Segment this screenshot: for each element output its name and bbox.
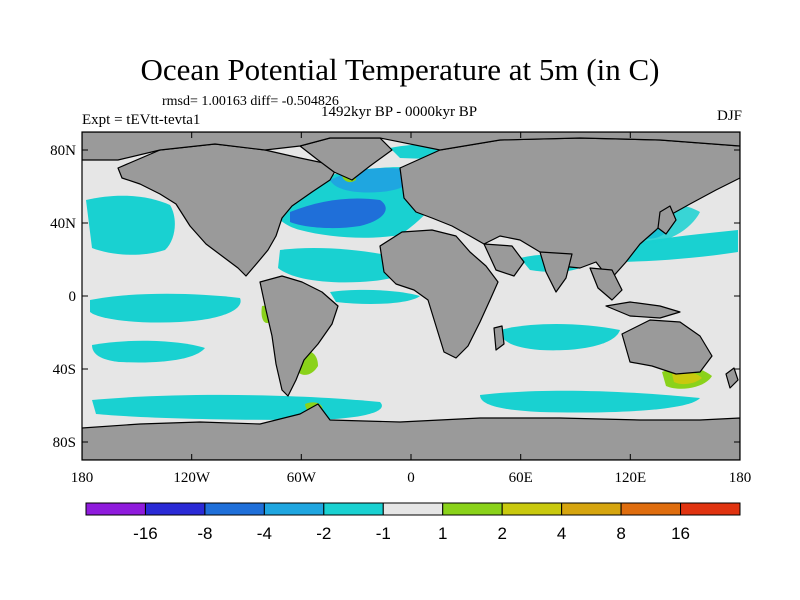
india [539,251,573,293]
north-pacific-west-band [600,230,738,262]
colorbar-box [620,502,682,516]
chart-title: Ocean Potential Temperature at 5m (in C) [140,52,660,87]
colorbar-box [382,502,444,516]
south-pacific-cool [92,340,205,363]
southeast-asia [589,267,623,301]
x-axis [81,132,741,460]
antarctica [82,403,740,460]
period-label: 1492kyr BP - 0000kyr BP [321,104,478,120]
colorbar-label: 2 [497,524,506,543]
colorbar-label: -8 [197,524,212,543]
colorbar-box [680,502,741,516]
colorbar-box [561,502,622,516]
colorbar-label: -4 [257,524,272,543]
season-label: DJF [716,108,742,124]
x-tick-label: 60W [287,470,317,486]
tropical-atlantic-cool [278,248,413,283]
equatorial-pacific-cool [90,293,241,323]
colorbar-box [263,502,325,516]
y-tick-label: 80N [50,143,76,159]
colorbar-label: -16 [133,524,158,543]
southern-indian-cool [480,390,700,413]
map-content [82,132,740,460]
colorbar-label: 8 [616,524,625,543]
colorbar-box [501,502,563,516]
north-america [117,143,339,277]
colorbar-label: -2 [316,524,331,543]
stats-text: rmsd= 1.00163 diff= -0.504826 [162,94,339,109]
japan [657,205,677,235]
africa [379,229,499,359]
y-tick-label: 0 [69,289,77,305]
colorbar-label: 4 [557,524,566,543]
x-tick-label: 120W [173,470,211,486]
tasmania-warm-core [672,371,702,385]
x-tick-labels: 180 120W 60W 0 60E 120E 180 [71,470,752,486]
colorbar-label: 16 [671,524,690,543]
colorbar-box [442,502,503,516]
x-tick-label: 120E [614,470,646,486]
y-tick-label: 40S [53,362,76,378]
y-tick-labels: 80N 40N 0 40S 80S [50,143,76,451]
y-tick-label: 40N [50,216,76,232]
land-layer [82,132,740,460]
colorbar-box [144,502,206,516]
y-tick-label: 80S [53,435,76,451]
x-tick-label: 60E [509,470,533,486]
x-tick-label: 0 [407,470,415,486]
colorbar-box [85,502,146,516]
colorbar-box [323,502,384,516]
x-tick-label: 180 [71,470,94,486]
colorbar-box [204,502,265,516]
indonesia [605,301,681,319]
indian-ocean-cool [500,324,620,351]
north-pacific-cool-band [86,195,175,255]
madagascar [493,325,505,351]
experiment-label: Expt = tEVtt-tevta1 [82,112,201,128]
australia [621,319,713,375]
colorbar-boxes [85,502,741,516]
y-axis [82,149,740,443]
arctic-land-strip [82,132,740,161]
colorbar-label: 1 [438,524,447,543]
south-america [259,275,339,397]
arabia [483,243,525,277]
colorbar-label: -1 [376,524,391,543]
colorbar-labels: -16 -8 -4 -2 -1 1 2 4 8 16 [133,524,690,543]
x-tick-label: 180 [729,470,752,486]
equatorial-atlantic-cool [330,289,420,304]
north-atlantic-strong [290,198,386,229]
new-zealand [725,367,739,389]
